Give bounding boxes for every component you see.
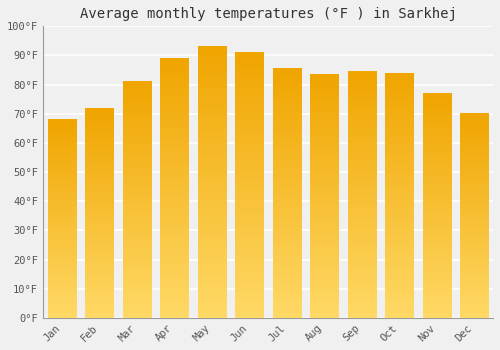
- Bar: [272, 69, 301, 318]
- Bar: [385, 73, 414, 318]
- Bar: [422, 93, 451, 318]
- Title: Average monthly temperatures (°F ) in Sarkhej: Average monthly temperatures (°F ) in Sa…: [80, 7, 456, 21]
- Bar: [48, 120, 76, 318]
- Bar: [122, 82, 151, 318]
- Bar: [235, 52, 264, 318]
- Bar: [460, 114, 488, 318]
- Bar: [160, 58, 188, 318]
- Bar: [198, 47, 226, 318]
- Bar: [310, 75, 338, 318]
- Bar: [348, 71, 376, 318]
- Bar: [85, 108, 114, 318]
